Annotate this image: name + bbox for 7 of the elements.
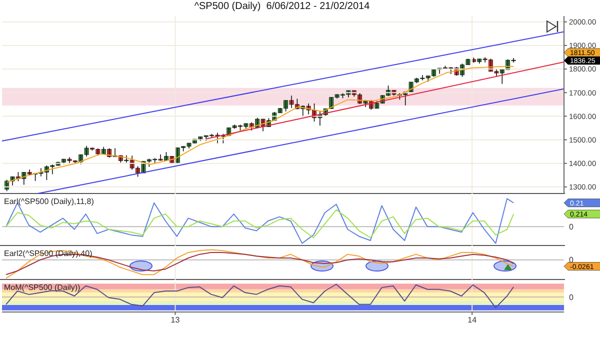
x-tick-label: 13 xyxy=(170,316,180,325)
chart-title: MoM(^SP500 (Daily)) xyxy=(4,283,80,292)
chart-title: ^SP500 (Daily) 6/06/2012 - 21/02/2014 xyxy=(193,0,371,14)
ref-line-label: 0 xyxy=(569,222,574,232)
chart-title: Earl(^SP500 (Daily),11,8) xyxy=(4,197,94,206)
x-tick-label: 14 xyxy=(468,316,478,325)
ref-line-label: 0 xyxy=(569,292,574,302)
